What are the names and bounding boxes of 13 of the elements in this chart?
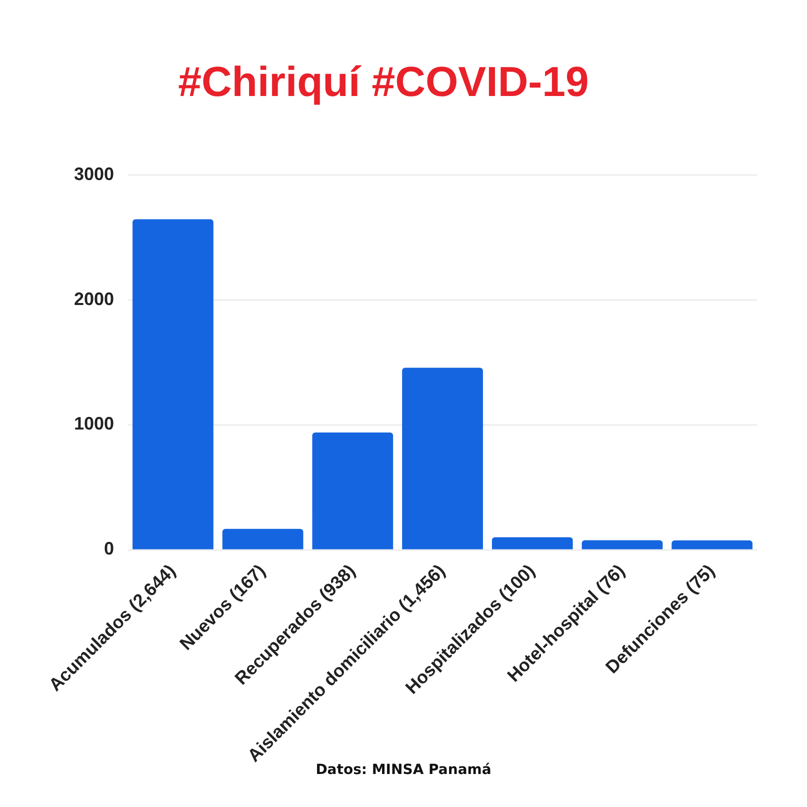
y-tick-label: 0 — [104, 538, 114, 559]
bar — [402, 368, 483, 550]
y-tick-label: 3000 — [74, 164, 114, 184]
y-tick-label: 2000 — [74, 288, 114, 309]
bar — [312, 432, 394, 550]
bar — [222, 528, 304, 550]
text: Datos: MINSA Panamá — [316, 762, 492, 778]
chart-title: #Chiriquí #COVID-19 — [177, 57, 590, 105]
bar — [582, 540, 663, 550]
bar — [672, 540, 753, 550]
y-tick-label: 1000 — [74, 414, 114, 434]
bar — [492, 537, 573, 550]
bar — [132, 219, 214, 550]
